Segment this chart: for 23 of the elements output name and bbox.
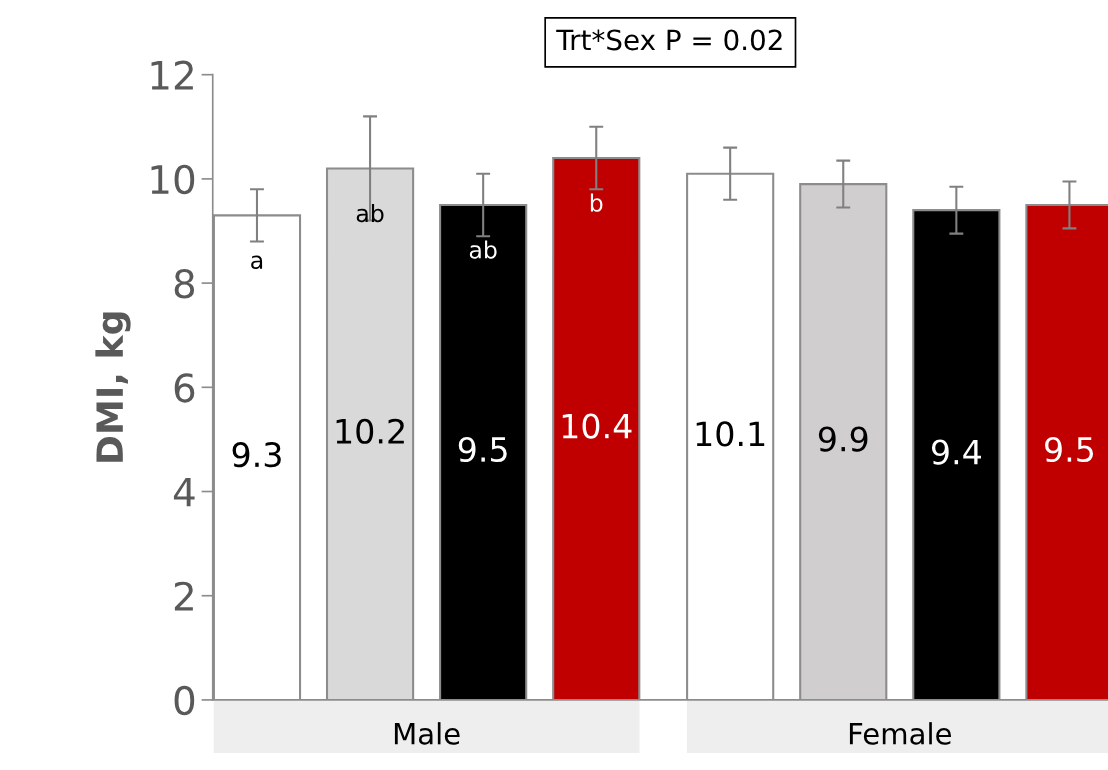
data-label: 9.5 <box>1045 436 1094 463</box>
annotation: ab <box>469 240 497 259</box>
y-tick-label: 4 <box>173 477 195 507</box>
data-label: 9.3 <box>232 442 281 468</box>
y-tick-label: 0 <box>174 685 195 716</box>
annotation: ab <box>356 203 384 223</box>
y-tick-label: 12 <box>151 60 193 90</box>
annotation: a <box>251 255 263 270</box>
y-tick-label: 10 <box>151 164 195 195</box>
y-tick-label: 6 <box>174 373 195 403</box>
data-label: 9.4 <box>931 439 981 465</box>
data-label: 10.2 <box>336 418 404 444</box>
data-label: 10.4 <box>562 413 632 439</box>
text: Trt*Sex P = 0.02 <box>556 29 782 51</box>
y-tick-label: 8 <box>174 269 195 299</box>
data-label: 9.9 <box>818 426 868 452</box>
y-tick-label: 2 <box>174 581 193 611</box>
data-label: 9.5 <box>458 436 507 463</box>
y-axis-title: DMI, kg <box>95 312 131 462</box>
x-tick-label: Female <box>849 722 951 745</box>
data-label: 10.1 <box>696 421 765 447</box>
annotation: b <box>590 193 603 212</box>
x-tick-label: Male <box>394 722 460 745</box>
